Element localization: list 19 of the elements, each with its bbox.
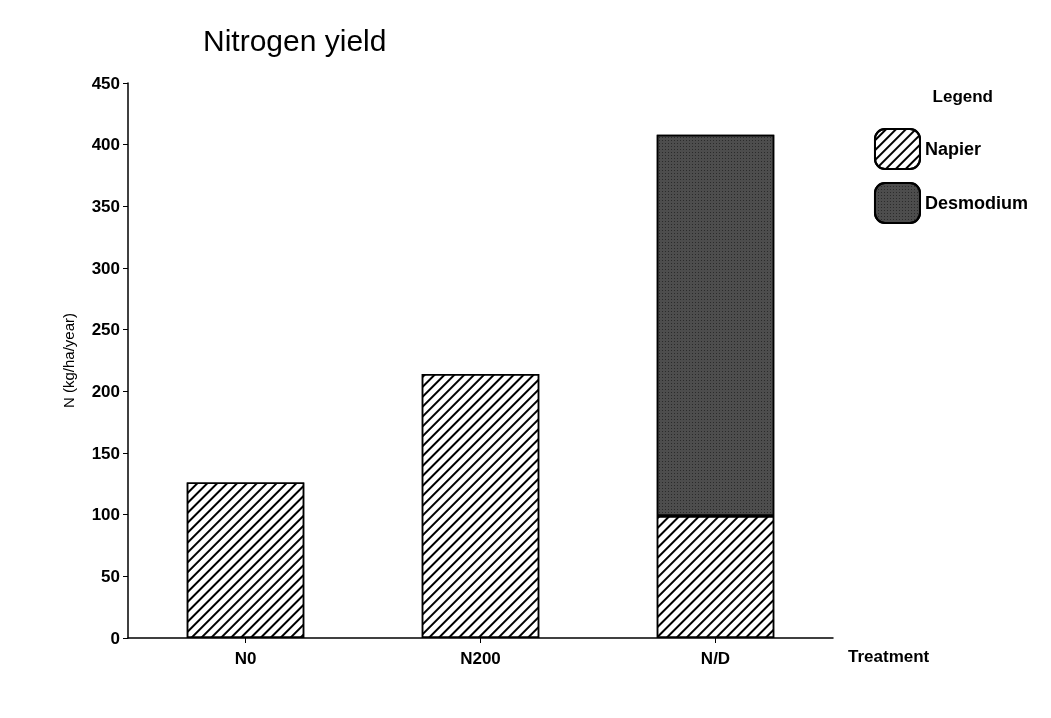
y-tick-label: 0: [110, 628, 120, 648]
y-tick-label: 200: [91, 381, 120, 401]
legend-label: Napier: [924, 139, 982, 159]
y-tick-label: 300: [91, 258, 120, 278]
x-axis-title: Treatment: [848, 647, 930, 666]
y-tick-label: 50: [101, 566, 120, 586]
y-tick-label: 250: [91, 320, 120, 340]
legend-label: Desmodium: [924, 193, 1029, 213]
y-tick-label: 150: [91, 443, 120, 463]
y-tick-label: 450: [91, 73, 120, 93]
y-tick-label: 400: [91, 135, 120, 155]
x-tick-label: N/D: [700, 649, 731, 668]
x-tick-label: N0: [234, 649, 257, 668]
y-axis-title: N (kg/ha/year): [60, 312, 77, 409]
y-tick-label: 100: [91, 505, 120, 525]
chart-title: Nitrogen yield: [203, 23, 387, 57]
legend-title: Legend: [932, 87, 994, 106]
y-tick-label: 350: [91, 196, 120, 216]
x-tick-label: N200: [460, 649, 501, 668]
